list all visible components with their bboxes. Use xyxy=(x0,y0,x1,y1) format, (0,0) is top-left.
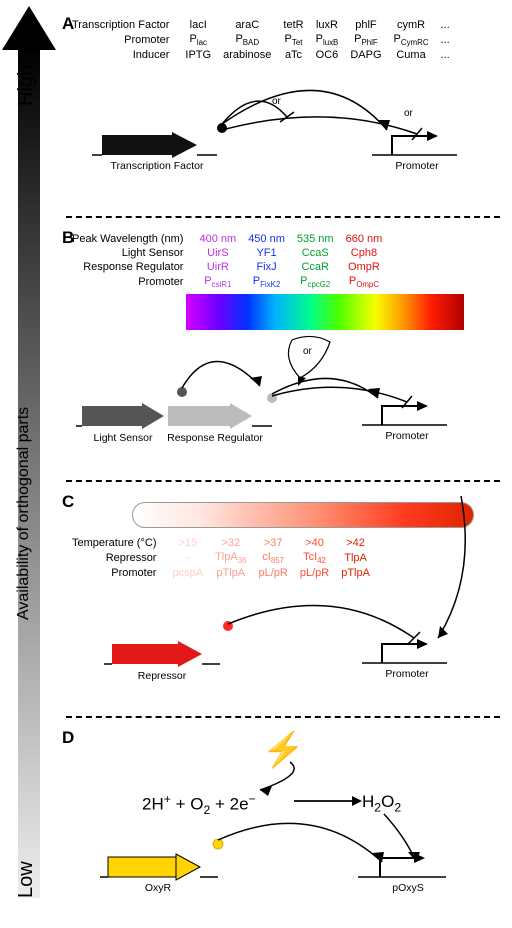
panel-b-table: Peak Wavelength (nm)400 nm450 nm535 nm66… xyxy=(66,232,388,290)
cell: IPTG xyxy=(179,48,217,62)
panel-a-arrows: or or xyxy=(62,72,502,182)
panel-c-label: C xyxy=(62,492,74,512)
spectrum-bar xyxy=(186,294,464,330)
cell: TlpA xyxy=(335,550,376,566)
promoter-d: pOxyS xyxy=(358,852,450,885)
cell: >37 xyxy=(252,536,293,550)
cell: OC6 xyxy=(310,48,345,62)
cell: POmpC xyxy=(340,274,389,290)
cell: PcpcG2 xyxy=(291,274,340,290)
figure: High Availability of orthogonal parts Lo… xyxy=(0,0,512,928)
row-header: Temperature (°C) xyxy=(66,536,166,550)
row-header: Inducer xyxy=(66,48,179,62)
row-header: Promoter xyxy=(66,566,166,580)
cell: CcaS xyxy=(291,246,340,260)
oxyr-gene: OxyR xyxy=(108,854,220,885)
sep-bc xyxy=(66,480,500,482)
cell: TlpA36 xyxy=(209,550,252,566)
cell: >42 xyxy=(335,536,376,550)
panel-a-table: Transcription FactorlacIaraCtetRluxRphlF… xyxy=(66,18,456,62)
cell: - xyxy=(166,550,209,566)
cell: Cuma xyxy=(388,48,435,62)
cell: PBAD xyxy=(217,32,277,48)
promoter-d-label: pOxyS xyxy=(378,882,438,894)
cell: PPhlF xyxy=(344,32,387,48)
panel-b-diagram: Light Sensor Response Regulator Promoter xyxy=(62,336,504,456)
sep-ab xyxy=(66,216,500,218)
panel-a-label: A xyxy=(62,14,74,34)
sep-cd xyxy=(66,716,500,718)
cell: luxR xyxy=(310,18,345,32)
axis-label-low: Low xyxy=(15,861,38,898)
panel-d: D ⚡ 2H+ + O2 + 2e− H2O2 xyxy=(62,728,504,898)
cell: Plac xyxy=(179,32,217,48)
cell: >40 xyxy=(294,536,335,550)
cell: pcspA xyxy=(166,566,209,580)
cell: 660 nm xyxy=(340,232,389,246)
cell: UirS xyxy=(193,246,242,260)
row-header: Promoter xyxy=(66,274,193,290)
cell: DAPG xyxy=(344,48,387,62)
panel-c: C Temperature (°C)>15>32>37>40>42 Repress… xyxy=(62,492,504,686)
panel-b-arrows: or xyxy=(62,336,502,456)
cell: aTc xyxy=(277,48,309,62)
cell: 450 nm xyxy=(242,232,291,246)
cell: Cph8 xyxy=(340,246,389,260)
row-header: Peak Wavelength (nm) xyxy=(66,232,193,246)
cell: cymR xyxy=(388,18,435,32)
cell: arabinose xyxy=(217,48,277,62)
cell: OmpR xyxy=(340,260,389,274)
cell: UirR xyxy=(193,260,242,274)
svg-text:or: or xyxy=(303,346,313,357)
cell: phlF xyxy=(344,18,387,32)
cell: 535 nm xyxy=(291,232,340,246)
cell: PFixK2 xyxy=(242,274,291,290)
cell: 400 nm xyxy=(193,232,242,246)
axis-label-main: Availability of orthogonal parts xyxy=(15,407,33,620)
panel-a-diagram: Transcription Factor Promoter or xyxy=(62,72,504,182)
axis-label-high: High xyxy=(15,65,38,106)
axis-arrowhead xyxy=(2,6,56,50)
row-header: Response Regulator xyxy=(66,260,193,274)
row-header: Promoter xyxy=(66,32,179,48)
cell: ... xyxy=(435,18,456,32)
cell: PTet xyxy=(277,32,309,48)
cell: lacI xyxy=(179,18,217,32)
oxyr-label: OxyR xyxy=(128,882,188,894)
cell: pTlpA xyxy=(335,566,376,580)
row-header: Light Sensor xyxy=(66,246,193,260)
thermometer xyxy=(132,502,474,528)
cell: FixJ xyxy=(242,260,291,274)
cell: TcI42 xyxy=(294,550,335,566)
panel-b: B Peak Wavelength (nm)400 nm450 nm535 nm… xyxy=(62,228,504,456)
svg-text:or: or xyxy=(404,108,414,119)
panel-b-label: B xyxy=(62,228,74,248)
panel-c-diagram: Repressor Promoter xyxy=(62,586,504,686)
cell: araC xyxy=(217,18,277,32)
panel-a: A Transcription FactorlacIaraCtetRluxRph… xyxy=(62,14,504,182)
cell: CcaR xyxy=(291,260,340,274)
cell: pL/pR xyxy=(294,566,335,580)
cell: cI857 xyxy=(252,550,293,566)
cell: pTlpA xyxy=(209,566,252,580)
row-header: Transcription Factor xyxy=(66,18,179,32)
cell: >15 xyxy=(166,536,209,550)
cell: ... xyxy=(435,32,456,48)
cell: ... xyxy=(435,48,456,62)
cell: >32 xyxy=(209,536,252,550)
cell: tetR xyxy=(277,18,309,32)
panel-c-arrows xyxy=(62,586,502,696)
row-header: Repressor xyxy=(66,550,166,566)
cell: PcsiR1 xyxy=(193,274,242,290)
cell: YF1 xyxy=(242,246,291,260)
cell: pL/pR xyxy=(252,566,293,580)
cell: PluxB xyxy=(310,32,345,48)
panel-c-table: Temperature (°C)>15>32>37>40>42 Repressor… xyxy=(66,536,376,580)
cell: PCymRC xyxy=(388,32,435,48)
